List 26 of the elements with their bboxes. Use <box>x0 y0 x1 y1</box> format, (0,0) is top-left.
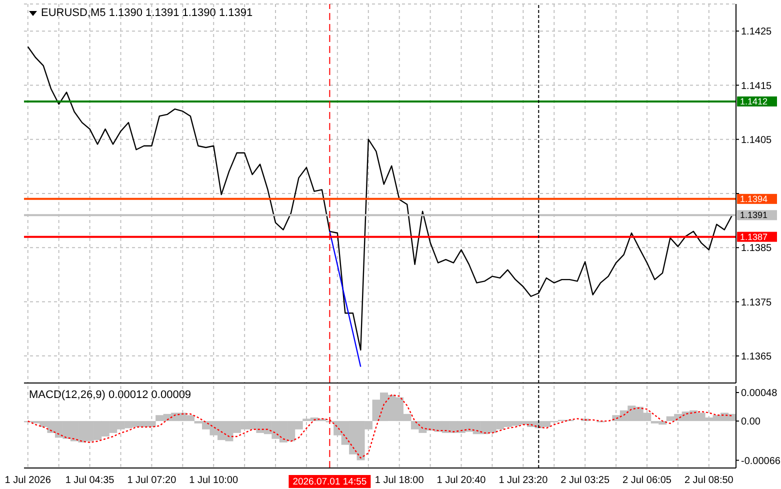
x-tick-label: 2026.07.01 14:55 <box>292 476 367 488</box>
chart-title: EURUSD,M5 1.1390 1.1391 1.1390 1.1391 <box>41 7 253 20</box>
ref-line-label: 1.1394 <box>740 194 768 204</box>
x-tick-label: 2 Jul 03:25 <box>560 475 610 486</box>
ref-line-label: 1.1391 <box>740 210 768 220</box>
x-tick-label: 1 Jul 23:20 <box>498 475 548 486</box>
y-tick-label: 1.1415 <box>741 80 772 92</box>
ref-line-label: 1.1387 <box>740 232 768 242</box>
x-tick-label: 1 Jul 04:35 <box>65 475 115 486</box>
y-tick-label: -0.00066 <box>741 456 781 467</box>
x-tick-label: 1 Jul 2026 <box>4 475 52 486</box>
x-tick-label: 2 Jul 08:50 <box>684 475 734 486</box>
x-tick-label: 1 Jul 20:40 <box>436 475 486 486</box>
y-tick-label: 1.1385 <box>741 243 772 254</box>
x-tick-label: 1 Jul 10:00 <box>189 475 239 486</box>
y-tick-label: 1.1365 <box>741 351 772 362</box>
ref-line-label: 1.1412 <box>740 96 768 107</box>
y-tick-label: 0.00048 <box>741 388 778 400</box>
x-tick-label: 1 Jul 07:20 <box>127 475 177 486</box>
y-tick-label: 0.00 <box>741 416 761 428</box>
y-tick-label: 1.1375 <box>741 297 772 308</box>
x-tick-label: 1 Jul 18:00 <box>374 475 424 486</box>
y-tick-label: 1.1425 <box>741 26 772 38</box>
chart-title: MACD(12,26,9) 0.00012 0.00009 <box>29 389 192 402</box>
y-tick-label: 1.1405 <box>741 134 772 146</box>
x-tick-label: 2 Jul 06:05 <box>622 475 672 486</box>
